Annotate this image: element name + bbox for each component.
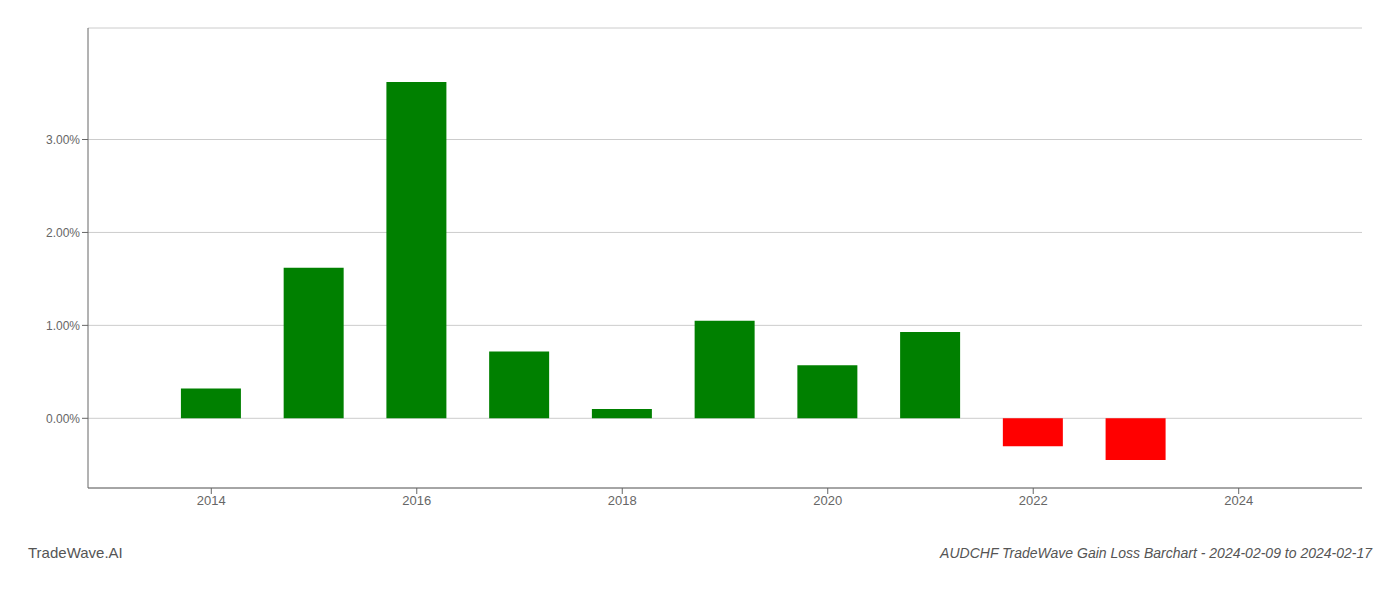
svg-text:2016: 2016 bbox=[402, 493, 431, 508]
svg-text:3.00%: 3.00% bbox=[46, 133, 80, 147]
svg-text:2.00%: 2.00% bbox=[46, 226, 80, 240]
svg-text:1.00%: 1.00% bbox=[46, 319, 80, 333]
html-text:TradeWave.AI: TradeWave.AI bbox=[28, 544, 123, 561]
svg-text:2022: 2022 bbox=[1019, 493, 1048, 508]
html-text:AUDCHF TradeWave Gain Loss Bar: AUDCHF TradeWave Gain Loss Barchart - 20… bbox=[940, 545, 1372, 561]
svg-text:0.00%: 0.00% bbox=[46, 412, 80, 426]
svg-text:2014: 2014 bbox=[197, 493, 226, 508]
svg-text:2018: 2018 bbox=[608, 493, 637, 508]
svg-text:2020: 2020 bbox=[813, 493, 842, 508]
svg-text:2024: 2024 bbox=[1224, 493, 1253, 508]
